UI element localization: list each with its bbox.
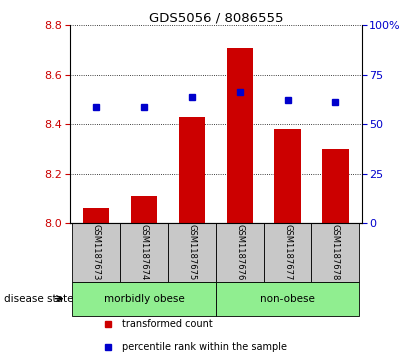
Text: disease state: disease state <box>4 294 74 303</box>
Text: GSM1187673: GSM1187673 <box>92 224 101 281</box>
Text: morbidly obese: morbidly obese <box>104 294 185 303</box>
Bar <box>226 48 253 223</box>
Bar <box>72 223 120 282</box>
Text: non-obese: non-obese <box>260 294 315 303</box>
Bar <box>216 223 263 282</box>
Bar <box>83 208 109 223</box>
Bar <box>275 129 301 223</box>
Text: GSM1187676: GSM1187676 <box>235 224 244 281</box>
Text: GSM1187677: GSM1187677 <box>283 224 292 281</box>
Bar <box>312 223 359 282</box>
Bar <box>216 282 359 315</box>
Bar <box>263 223 312 282</box>
Bar <box>72 282 216 315</box>
Text: GSM1187674: GSM1187674 <box>139 224 148 281</box>
Bar <box>120 223 168 282</box>
Bar <box>322 149 349 223</box>
Bar <box>131 196 157 223</box>
Text: GSM1187675: GSM1187675 <box>187 224 196 281</box>
Text: transformed count: transformed count <box>122 319 213 330</box>
Bar <box>168 223 216 282</box>
Text: GSM1187678: GSM1187678 <box>331 224 340 281</box>
Title: GDS5056 / 8086555: GDS5056 / 8086555 <box>148 11 283 24</box>
Bar <box>179 117 205 223</box>
Text: percentile rank within the sample: percentile rank within the sample <box>122 342 287 352</box>
